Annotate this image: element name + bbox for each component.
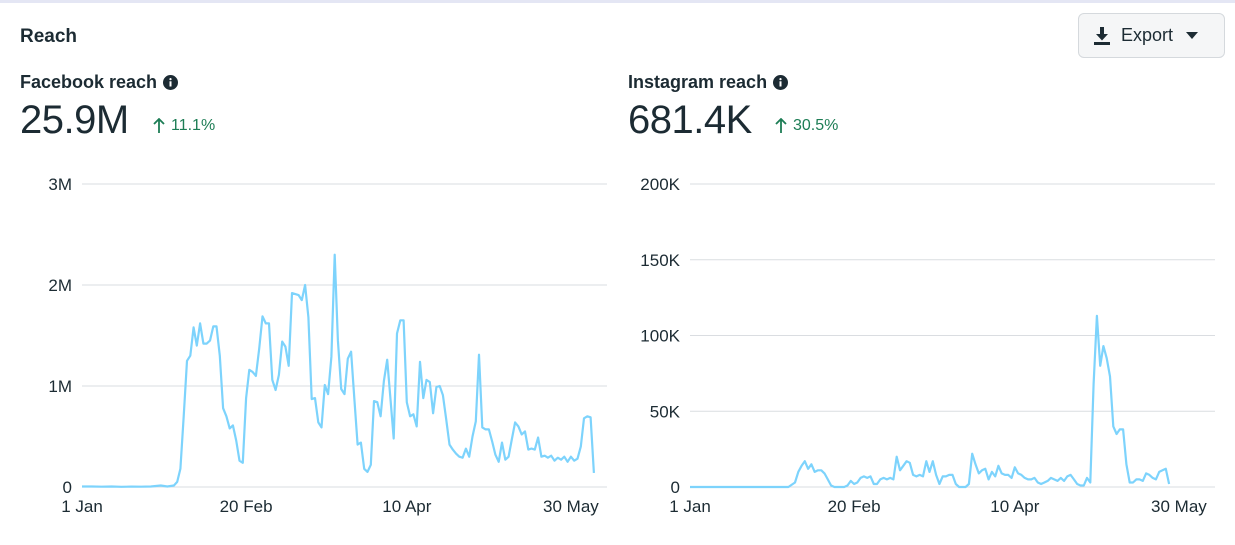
- y-tick-label: 1M: [48, 377, 72, 396]
- x-tick-label: 10 Apr: [990, 497, 1039, 516]
- instagram-reach-title: Instagram reach: [628, 72, 768, 92]
- instagram-reach-label: Instagram reach: [628, 72, 789, 93]
- export-label: Export: [1121, 25, 1174, 45]
- y-tick-label: 2M: [48, 276, 72, 295]
- y-tick-label: 0: [63, 478, 72, 497]
- arrow-up-icon: [775, 118, 787, 134]
- info-icon[interactable]: [163, 75, 179, 90]
- facebook-reach-chart: 0 1M 2M 3M 1 Jan 20 Feb 10 Apr 30 May: [48, 175, 607, 516]
- y-tick-label: 150K: [640, 251, 680, 270]
- export-button[interactable]: Export: [1078, 13, 1225, 58]
- instagram-reach-panel: Instagram reach 681.4K 30.5% 0 50K 100K 150…: [628, 70, 1228, 540]
- y-tick-label: 50K: [650, 402, 681, 421]
- top-accent-strip: [0, 0, 1235, 3]
- x-tick-label: 30 May: [543, 497, 599, 516]
- instagram-reach-change: 30.5%: [775, 117, 838, 135]
- facebook-reach-change: 11.1%: [153, 117, 215, 135]
- instagram-reach-value: 681.4K: [628, 98, 752, 142]
- x-tick-label: 20 Feb: [828, 497, 881, 516]
- caret-down-icon: [1185, 31, 1199, 40]
- series-line[interactable]: [82, 253, 595, 488]
- arrow-up-icon: [153, 118, 165, 134]
- y-tick-label: 0: [671, 478, 680, 497]
- x-tick-label: 10 Apr: [382, 497, 431, 516]
- facebook-reach-panel: Facebook reach 25.9M 11.1% 0 1M 2M 3M 1 Jan 2…: [20, 70, 620, 540]
- y-tick-label: 200K: [640, 175, 680, 194]
- info-icon[interactable]: [773, 75, 789, 90]
- x-tick-label: 1 Jan: [61, 497, 103, 516]
- facebook-reach-change-value: 11.1%: [171, 117, 216, 134]
- x-tick-label: 20 Feb: [220, 497, 273, 516]
- instagram-reach-chart: 0 50K 100K 150K 200K 1 Jan 20 Feb 10 Apr 30 May: [640, 175, 1215, 516]
- facebook-reach-title: Facebook reach: [20, 72, 158, 92]
- x-tick-label: 1 Jan: [669, 497, 711, 516]
- facebook-reach-value: 25.9M: [20, 98, 129, 142]
- y-tick-label: 3M: [48, 175, 72, 194]
- y-tick-label: 100K: [640, 327, 680, 346]
- section-title: Reach: [20, 26, 78, 47]
- series-line[interactable]: [690, 314, 1171, 489]
- x-tick-label: 30 May: [1151, 497, 1207, 516]
- instagram-reach-change-value: 30.5%: [793, 117, 839, 134]
- facebook-reach-label: Facebook reach: [20, 72, 179, 93]
- download-icon: [1093, 26, 1111, 46]
